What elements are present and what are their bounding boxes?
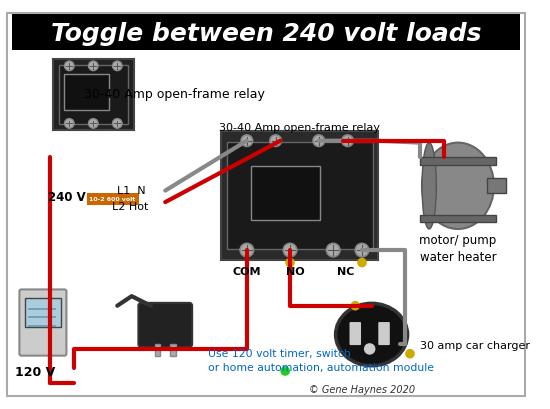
Text: motor/ pump
water heater: motor/ pump water heater [419, 234, 497, 264]
Circle shape [89, 61, 98, 71]
Circle shape [355, 243, 368, 257]
Circle shape [270, 135, 282, 146]
Circle shape [313, 135, 324, 146]
Ellipse shape [422, 143, 436, 229]
FancyBboxPatch shape [64, 74, 109, 110]
FancyBboxPatch shape [251, 166, 320, 220]
Text: 120 V: 120 V [15, 366, 55, 380]
Circle shape [357, 258, 367, 267]
FancyBboxPatch shape [420, 215, 496, 222]
FancyBboxPatch shape [59, 65, 128, 124]
Text: © Gene Haynes 2020: © Gene Haynes 2020 [309, 385, 415, 395]
Circle shape [64, 61, 74, 71]
FancyBboxPatch shape [487, 178, 506, 193]
Circle shape [64, 119, 74, 128]
FancyBboxPatch shape [420, 157, 496, 165]
FancyBboxPatch shape [170, 344, 176, 356]
FancyBboxPatch shape [349, 322, 361, 345]
Text: L2 Hot: L2 Hot [113, 202, 149, 212]
Text: COM: COM [233, 267, 261, 277]
Text: 30-40 Amp open-frame relay: 30-40 Amp open-frame relay [84, 88, 265, 101]
Circle shape [113, 119, 122, 128]
Text: 30-40 Amp open-frame relay: 30-40 Amp open-frame relay [219, 123, 380, 133]
Text: L1  N: L1 N [117, 186, 146, 196]
Circle shape [350, 301, 360, 310]
FancyBboxPatch shape [86, 193, 139, 205]
Text: Use 120 volt timer, switch
or home automation, automation module: Use 120 volt timer, switch or home autom… [208, 349, 434, 373]
FancyBboxPatch shape [227, 142, 372, 249]
Ellipse shape [364, 343, 376, 355]
FancyBboxPatch shape [53, 59, 134, 130]
Circle shape [280, 366, 290, 376]
Circle shape [113, 61, 122, 71]
FancyBboxPatch shape [19, 290, 67, 356]
FancyBboxPatch shape [221, 131, 378, 260]
FancyBboxPatch shape [378, 322, 390, 345]
Text: 30 amp car charger: 30 amp car charger [420, 341, 530, 351]
Circle shape [342, 135, 353, 146]
Circle shape [405, 349, 415, 359]
FancyBboxPatch shape [25, 298, 60, 327]
FancyBboxPatch shape [12, 13, 520, 49]
Circle shape [89, 119, 98, 128]
Circle shape [327, 243, 340, 257]
Text: Toggle between 240 volt loads: Toggle between 240 volt loads [51, 22, 481, 46]
Text: NC: NC [337, 267, 354, 277]
Circle shape [241, 135, 252, 146]
Ellipse shape [336, 303, 408, 366]
Ellipse shape [422, 143, 494, 229]
FancyBboxPatch shape [139, 303, 192, 347]
Circle shape [283, 243, 297, 257]
Circle shape [240, 243, 254, 257]
Text: NO: NO [285, 267, 304, 277]
Text: 10-2 600 volt: 10-2 600 volt [89, 197, 136, 202]
Circle shape [285, 258, 295, 267]
FancyBboxPatch shape [155, 344, 161, 356]
Text: 240 V: 240 V [48, 191, 86, 204]
